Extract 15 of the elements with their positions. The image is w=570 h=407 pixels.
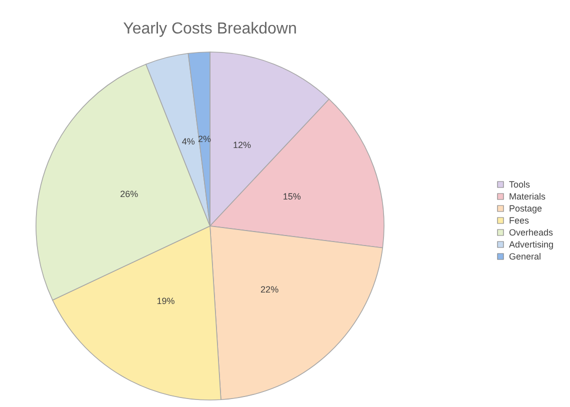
legend-label: General <box>509 252 542 262</box>
data-label: 4% <box>182 136 195 147</box>
data-label: 26% <box>120 188 138 199</box>
legend-label: Materials <box>509 192 546 202</box>
data-label: 22% <box>260 284 279 294</box>
legend-label: Advertising <box>509 240 554 250</box>
legend-label: Fees <box>509 216 530 226</box>
legend-label: Tools <box>509 180 531 190</box>
data-label: 12% <box>233 140 252 150</box>
data-label: 19% <box>156 296 175 306</box>
legend-label: Overheads <box>509 228 554 238</box>
legend-label: Postage <box>509 204 542 214</box>
chart-title: Yearly Costs Breakdown <box>123 20 297 38</box>
data-label: 15% <box>282 192 301 202</box>
data-label: 2% <box>198 134 212 144</box>
